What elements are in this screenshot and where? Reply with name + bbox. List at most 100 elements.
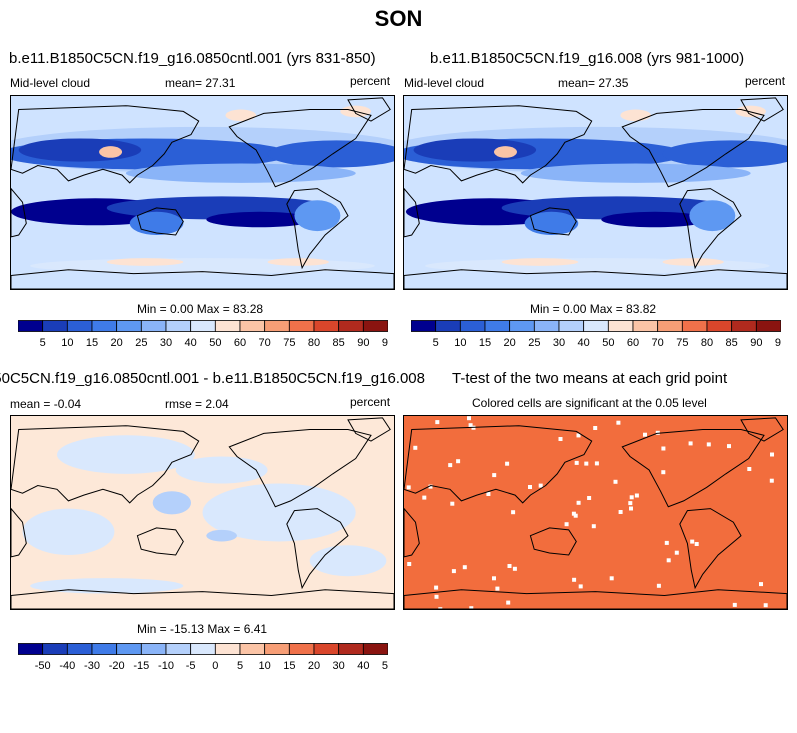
panel3-colorbar-box: [42, 643, 68, 655]
panel1-colorbar-tick-label: 30: [160, 337, 172, 349]
continent-outline: [404, 269, 787, 289]
panel1-variable-label: Mid-level cloud: [10, 76, 91, 90]
cloud-field-contour: [294, 200, 341, 232]
cloud-field-contour: [267, 140, 394, 168]
panel3-colorbar-box: [313, 643, 340, 655]
panel2-title: b.e11.B1850C5CN.f19_g16.008 (yrs 981-100…: [430, 50, 745, 67]
panel4-map: [403, 415, 788, 610]
panel1-colorbar-tick-label: 5: [40, 337, 46, 349]
cloud-field-contour: [99, 146, 123, 158]
cloud-field-contour: [662, 258, 724, 266]
continent-outline: [404, 507, 420, 558]
nonsignificant-cell: [609, 576, 614, 581]
panel3-colorbar-box: [66, 643, 93, 655]
panel3-units-label: percent: [350, 395, 391, 409]
nonsignificant-cell: [507, 564, 512, 568]
nonsignificant-cell: [664, 540, 669, 545]
panel1-colorbar-box: [91, 320, 118, 332]
panel2-stats-label: Min = 0.00 Max = 83.82: [530, 302, 657, 316]
panel1-colorbar-box: [264, 320, 290, 332]
panel1-colorbar-box: [18, 320, 44, 332]
nonsignificant-cell: [467, 416, 471, 421]
nonsignificant-cell: [706, 442, 711, 447]
nonsignificant-cell: [732, 602, 737, 607]
nonsignificant-cell: [574, 460, 579, 465]
continent-outline: [11, 507, 27, 558]
nonsignificant-cell: [573, 513, 578, 518]
panel2-colorbar-tick-label: 40: [578, 337, 590, 349]
continent-outline: [404, 589, 787, 609]
panel3-colorbar-box: [264, 643, 290, 655]
continent-outline: [404, 105, 593, 184]
panel2-colorbar-box: [411, 320, 437, 332]
panel3-colorbar-tick-label: -50: [35, 660, 51, 672]
panel2-colorbar-box: [706, 320, 733, 332]
nonsignificant-cell: [571, 511, 576, 516]
nonsignificant-cell: [434, 594, 439, 599]
nonsignificant-cell: [747, 467, 752, 471]
panel1-colorbar-tick-label: 80: [308, 337, 320, 349]
difference-field-contour: [152, 491, 192, 515]
panel3-colorbar-tick-label: 40: [357, 660, 369, 672]
continent-outline: [621, 429, 765, 508]
nonsignificant-cell: [661, 470, 666, 475]
panel2-colorbar-box: [558, 320, 585, 332]
panel3-colorbar: -50-40-30-20-15-10-505101520304050: [18, 643, 388, 672]
continent-outline: [11, 105, 200, 184]
panel3-colorbar-box: [18, 643, 44, 655]
nonsignificant-cell: [462, 565, 467, 570]
panel1-colorbar-box: [116, 320, 142, 332]
panel3-colorbar-box: [91, 643, 118, 655]
panel4-subtitle: Colored cells are significant at the 0.0…: [472, 396, 707, 410]
panel1-colorbar-box: [42, 320, 68, 332]
panel1-colorbar-tick-label: 95: [382, 337, 388, 349]
difference-field-contour: [202, 483, 356, 542]
nonsignificant-cell: [451, 569, 456, 574]
nonsignificant-cell: [434, 585, 439, 590]
panel1-colorbar-box: [190, 320, 216, 332]
nonsignificant-cell: [643, 432, 647, 437]
cloud-field-contour: [206, 211, 314, 228]
panel1-colorbar-tick-label: 60: [234, 337, 246, 349]
nonsignificant-cell: [769, 478, 774, 483]
panel3-colorbar-tick-label: -30: [84, 660, 100, 672]
cloud-field-contour: [501, 258, 579, 266]
panel3-colorbar-tick-label: 10: [259, 660, 271, 672]
nonsignificant-cell: [613, 479, 618, 484]
panel1-colorbar-tick-label: 70: [259, 337, 271, 349]
nonsignificant-cell: [492, 473, 497, 478]
panel3-colorbar-tick-label: 30: [333, 660, 345, 672]
continent-outline: [11, 589, 394, 609]
continent-outline: [11, 269, 394, 289]
nonsignificant-cell: [486, 492, 491, 496]
panel1-colorbar-box: [239, 320, 266, 332]
nonsignificant-cell: [594, 461, 599, 466]
nonsignificant-cell: [618, 510, 623, 514]
panel2-units-label: percent: [745, 74, 786, 88]
panel3-map: [10, 415, 395, 610]
nonsignificant-cell: [435, 420, 440, 425]
panel1-title: b.e11.B1850C5CN.f19_g16.0850cntl.001 (yr…: [9, 50, 376, 67]
panel2-colorbar-tick-label: 60: [627, 337, 639, 349]
panel2-colorbar-box: [484, 320, 511, 332]
panel2-mean-label: mean= 27.35: [558, 76, 629, 90]
cloud-field-contour: [524, 211, 579, 235]
panel2-colorbar-tick-label: 25: [528, 337, 540, 349]
nonsignificant-cell: [656, 583, 661, 588]
continent-outline: [11, 187, 27, 238]
nonsignificant-cell: [578, 584, 583, 589]
difference-field-contour: [206, 529, 237, 542]
panel2-colorbar-tick-label: 20: [504, 337, 516, 349]
nonsignificant-cell: [468, 423, 473, 428]
nonsignificant-cell: [572, 577, 577, 582]
panel1-colorbar-box: [66, 320, 93, 332]
nonsignificant-cell: [759, 582, 763, 587]
panel2-colorbar-box: [435, 320, 461, 332]
panel2-colorbar-tick-label: 15: [479, 337, 491, 349]
nonsignificant-cell: [628, 501, 633, 506]
nonsignificant-cell: [629, 506, 633, 511]
continent-outline: [404, 425, 593, 504]
panel1-colorbar-box: [140, 320, 167, 332]
nonsignificant-cell: [727, 444, 731, 449]
panel1-colorbar-tick-label: 50: [209, 337, 221, 349]
